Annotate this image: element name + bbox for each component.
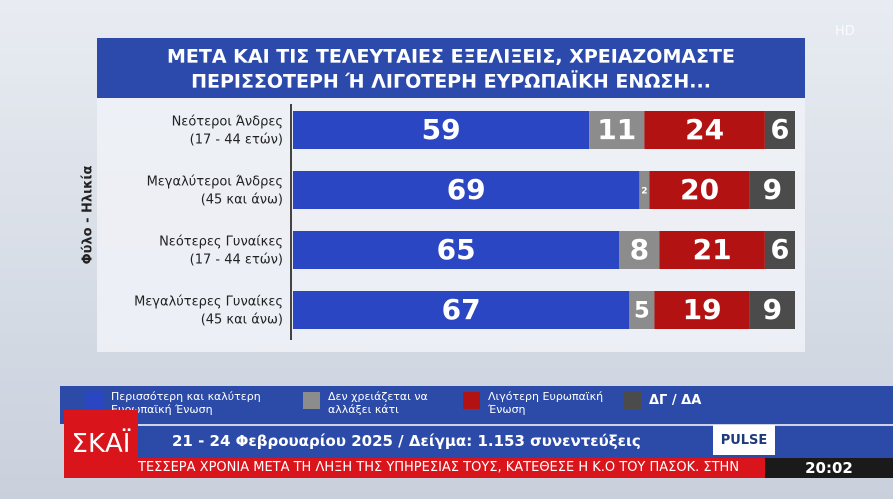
bar-segment: [644, 111, 765, 149]
legend: Περισσότερη και καλύτερη Ευρωπαϊκή Ένωση…: [60, 386, 893, 424]
clock: 20:02: [765, 458, 893, 478]
category-label: Νεότερες Γυναίκες: [159, 235, 283, 250]
value-label: 5: [634, 298, 650, 324]
bar-segment: [293, 231, 620, 269]
ticker: ΤΕΣΣΕΡΑ ΧΡΟΝΙΑ ΜΕΤΑ ΤΗ ΛΗΞΗ ΤΗΣ ΥΠΗΡΕΣΙΑ…: [138, 458, 765, 478]
pollster-logo: PULSE: [713, 425, 775, 455]
bar-segment: [654, 291, 750, 329]
legend-item: ΔΓ / ΔΑ: [624, 390, 769, 409]
legend-item: Λιγότερη Ευρωπαϊκή Ένωση: [463, 390, 628, 416]
value-label: 67: [442, 293, 481, 326]
category-label: Μεγαλύτερες Γυναίκες: [134, 295, 283, 310]
legend-label: Λιγότερη Ευρωπαϊκή Ένωση: [488, 390, 604, 416]
legend-swatch: [463, 392, 480, 409]
legend-swatch: [624, 392, 641, 409]
channel-logo: ΣΚΑΪ: [64, 410, 138, 478]
bar-segment: [293, 171, 640, 209]
value-label: 59: [422, 113, 461, 146]
bar-segment: [619, 231, 660, 269]
category-label: Νεότεροι Άνδρες: [172, 115, 283, 130]
value-label: 65: [437, 233, 476, 266]
legend-label: Δεν χρειάζεται να αλλάξει κάτι: [328, 390, 428, 416]
legend-swatch: [303, 392, 320, 409]
chart: ΜΕΤΑ ΚΑΙ ΤΙΣ ΤΕΛΕΥΤΑΙΕΣ ΕΞΕΛΙΞΕΙΣ, ΧΡΕΙΑ…: [81, 38, 805, 352]
legend-label: ΔΓ / ΔΑ: [649, 393, 702, 408]
bar-segment: [749, 291, 795, 329]
bar-segment: [649, 171, 750, 209]
value-label: 21: [693, 233, 732, 266]
chart-title: ΠΕΡΙΣΣΟΤΕΡΗ Ή ΛΙΓΟΤΕΡΗ ΕΥΡΩΠΑΪΚΗ ΕΝΩΣΗ..…: [191, 69, 711, 93]
bar-segment: [764, 231, 795, 269]
value-label: 2: [641, 187, 647, 197]
title-box: [97, 38, 805, 98]
legend-label: Περισσότερη και καλύτερη Ευρωπαϊκή Ένωση: [111, 390, 261, 416]
value-label: 11: [597, 113, 636, 146]
bar-segment: [293, 111, 590, 149]
chart-title: ΜΕΤΑ ΚΑΙ ΤΙΣ ΤΕΛΕΥΤΑΙΕΣ ΕΞΕΛΙΞΕΙΣ, ΧΡΕΙΑ…: [167, 46, 735, 68]
hd-badge: HD: [835, 24, 855, 39]
value-label: 19: [683, 293, 722, 326]
bar-segment: [764, 111, 795, 149]
legend-item: Δεν χρειάζεται να αλλάξει κάτι: [303, 390, 468, 416]
value-label: 6: [771, 235, 790, 266]
category-note: (45 και άνω): [201, 313, 283, 328]
category-note: (17 - 44 ετών): [190, 133, 283, 148]
category-label: Μεγαλύτεροι Άνδρες: [147, 175, 283, 190]
category-note: (17 - 44 ετών): [190, 253, 283, 268]
info-text: 21 - 24 Φεβρουαρίου 2025 / Δείγμα: 1.153…: [172, 432, 641, 450]
value-label: 8: [630, 233, 649, 266]
bar-segment: [293, 291, 630, 329]
category-note: (45 και άνω): [201, 193, 283, 208]
value-label: 9: [763, 293, 782, 326]
bar-segment: [639, 171, 650, 209]
value-label: 69: [447, 173, 486, 206]
value-label: 24: [685, 113, 724, 146]
value-label: 6: [771, 115, 790, 146]
bar-segment: [589, 111, 645, 149]
bar-segment: [659, 231, 765, 269]
value-label: 9: [763, 173, 782, 206]
y-axis-label: Φύλο - Ηλικία: [81, 166, 96, 265]
value-label: 20: [680, 173, 719, 206]
legend-swatch: [86, 392, 103, 409]
bar-segment: [629, 291, 655, 329]
bar-segment: [749, 171, 795, 209]
